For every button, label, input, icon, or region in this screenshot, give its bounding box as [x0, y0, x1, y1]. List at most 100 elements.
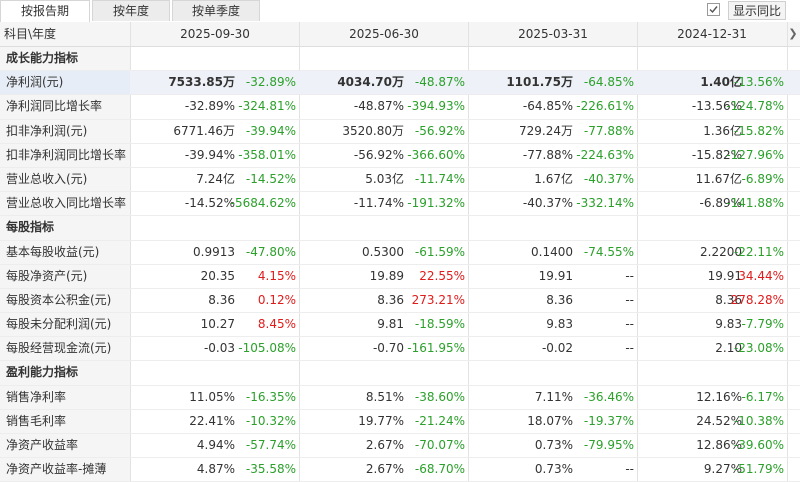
cell-yoy-change: -61.59% [414, 244, 465, 259]
cell-value: -32.89% [184, 99, 235, 114]
table-row[interactable]: 销售净利率 11.05% -16.35% 8.51% -38.60% 7.11% -36.4… [0, 385, 800, 410]
cell-value: 8.36 [546, 292, 573, 307]
cell-yoy-change: -56.92% [414, 123, 465, 138]
cell-yoy-change: -35.58% [245, 462, 296, 477]
cell-yoy-change: -124.78% [726, 99, 784, 114]
cell-value: 19.77% [358, 413, 404, 428]
cell-value: 1101.75万 [506, 75, 573, 90]
table-row[interactable]: 营业总收入同比增长率 -14.52% -5684.62% -11.74% -191.32… [0, 192, 800, 217]
cell-yoy-change: -68.70% [414, 462, 465, 477]
cell-value: 4034.70万 [337, 75, 404, 90]
cell-value: 9.81 [377, 317, 404, 332]
row-label: 净资产收益率 [0, 434, 130, 458]
table-row[interactable]: 每股资本公积金(元) 8.36 0.12% 8.36 273.21% 8.36 -- 8.36… [0, 288, 800, 314]
cell-yoy-change: -224.63% [576, 147, 634, 162]
cell-value: 20.35 [200, 268, 235, 283]
table-row[interactable]: 每股未分配利润(元) 10.27 8.45% 9.81 -18.59% 9.83 -- 9.8… [0, 313, 800, 338]
cell-yoy-change: -5684.62% [230, 196, 296, 211]
table-row[interactable]: 扣非净利润(元) 6771.46万 -39.94% 3520.80万 -56.92% 72… [0, 119, 800, 144]
cell-value: 9.83 [715, 317, 742, 332]
cell-yoy-change: -105.08% [238, 341, 296, 356]
tab-by-quarter[interactable]: 按单季度 [172, 0, 260, 21]
cell-value: 0.1400 [531, 244, 573, 259]
scroll-right-arrow-icon[interactable]: ❯ [788, 27, 798, 40]
cell-yoy-change: -394.93% [407, 99, 465, 114]
cell-value: 19.89 [369, 268, 404, 283]
show-yoy-button[interactable]: 显示同比 [728, 1, 786, 20]
cell-yoy-change: -21.24% [414, 413, 465, 428]
cell-value: 12.86% [696, 438, 742, 452]
row-label: 扣非净利润(元) [0, 119, 130, 143]
table-row[interactable]: 每股经营现金流(元) -0.03 -105.08% -0.70 -161.95% -0.0… [0, 337, 800, 362]
cell-yoy-change: -40.37% [583, 171, 634, 186]
header-period[interactable]: 2025-03-31 [518, 27, 588, 41]
cell-yoy-change: -18.59% [414, 317, 465, 332]
table-row[interactable]: 每股净资产(元) 20.35 4.15% 19.89 22.55% 19.91 -- 19.9… [0, 264, 800, 289]
cell-value: 18.07% [527, 413, 573, 428]
yoy-checkbox[interactable] [707, 3, 720, 16]
cell-value: 7.11% [534, 389, 573, 404]
header-period[interactable]: 2025-09-30 [180, 27, 250, 41]
row-label: 每股未分配利润(元) [0, 313, 130, 337]
cell-value: 2.67% [365, 462, 404, 477]
cell-value: 1.67亿 [534, 171, 573, 186]
cell-yoy-change: -19.37% [583, 413, 634, 428]
row-label: 净利润同比增长率 [0, 95, 130, 119]
cell-value: 2.10 [715, 341, 742, 356]
table-row[interactable]: 净利润同比增长率 -32.89% -324.81% -48.87% -394.93% -6… [0, 95, 800, 120]
cell-yoy-change: 8.45% [257, 317, 296, 332]
cell-yoy-change: -- [625, 462, 634, 477]
cell-value: 0.73% [534, 462, 573, 477]
cell-yoy-change: -39.94% [245, 123, 296, 138]
cell-value: 6771.46万 [173, 123, 235, 138]
cell-yoy-change: -23.08% [733, 341, 784, 356]
cell-yoy-change: -57.74% [245, 438, 296, 452]
header-period[interactable]: 2024-12-31 [677, 27, 747, 41]
table-row[interactable]: 基本每股收益(元) 0.9913 -47.80% 0.5300 -61.59% 0.140… [0, 240, 800, 265]
cell-yoy-change: -127.96% [726, 147, 784, 162]
cell-value: -39.94% [184, 147, 235, 162]
cell-yoy-change: 22.55% [419, 268, 465, 283]
cell-value: 19.91 [707, 268, 742, 283]
cell-yoy-change: -7.79% [741, 317, 784, 332]
tab-by-report-period[interactable]: 按报告期 [0, 0, 90, 22]
cell-value: -56.92% [353, 147, 404, 162]
cell-yoy-change: -- [625, 268, 634, 283]
cell-yoy-change: -74.55% [583, 244, 634, 259]
cell-yoy-change: 34.44% [738, 268, 784, 283]
cell-yoy-change: -358.01% [238, 147, 296, 162]
table-row[interactable]: 净资产收益率-摊薄 4.87% -35.58% 2.67% -68.70% 0.73% --… [0, 458, 800, 482]
cell-yoy-change: -366.60% [407, 147, 465, 162]
cell-value: 9.27% [703, 462, 742, 477]
cell-value: 8.51% [365, 389, 404, 404]
table-row[interactable]: 销售毛利率 22.41% -10.32% 19.77% -21.24% 18.07% -19… [0, 409, 800, 434]
column-divider [637, 22, 638, 481]
cell-yoy-change: -39.60% [733, 438, 784, 452]
cell-yoy-change: -10.32% [245, 413, 296, 428]
column-divider [468, 22, 469, 481]
cell-yoy-change: -36.46% [583, 389, 634, 404]
tab-by-year[interactable]: 按年度 [92, 0, 170, 21]
row-label: 每股资本公积金(元) [0, 288, 130, 313]
cell-yoy-change: -161.95% [407, 341, 465, 356]
cell-value: 3520.80万 [342, 123, 404, 138]
table-row[interactable]: 净资产收益率 4.94% -57.74% 2.67% -70.07% 0.73% -79.9… [0, 434, 800, 459]
table-row[interactable]: 营业总收入(元) 7.24亿 -14.52% 5.03亿 -11.74% 1.67亿 -40… [0, 167, 800, 193]
cell-value: 11.05% [189, 389, 235, 404]
checkmark-icon [709, 6, 718, 14]
cell-yoy-change: 278.28% [730, 292, 784, 307]
row-label: 每股净资产(元) [0, 264, 130, 288]
column-divider [130, 22, 131, 481]
table-row[interactable]: 扣非净利润同比增长率 -39.94% -358.01% -56.92% -366.60%… [0, 143, 800, 168]
cell-value: 7.24亿 [196, 171, 235, 186]
cell-yoy-change: -14.52% [245, 171, 296, 186]
cell-value: 22.41% [189, 413, 235, 428]
cell-yoy-change: -- [625, 292, 634, 307]
column-divider [787, 22, 788, 481]
cell-yoy-change: -22.11% [733, 244, 784, 259]
section-title: 每股指标 [0, 216, 130, 240]
section-title: 成长能力指标 [0, 47, 130, 71]
cell-value: 5.03亿 [365, 171, 404, 186]
header-period[interactable]: 2025-06-30 [349, 27, 419, 41]
table-row[interactable]: 净利润(元) 7533.85万 -32.89% 4034.70万 -48.87% 1101… [0, 71, 800, 96]
